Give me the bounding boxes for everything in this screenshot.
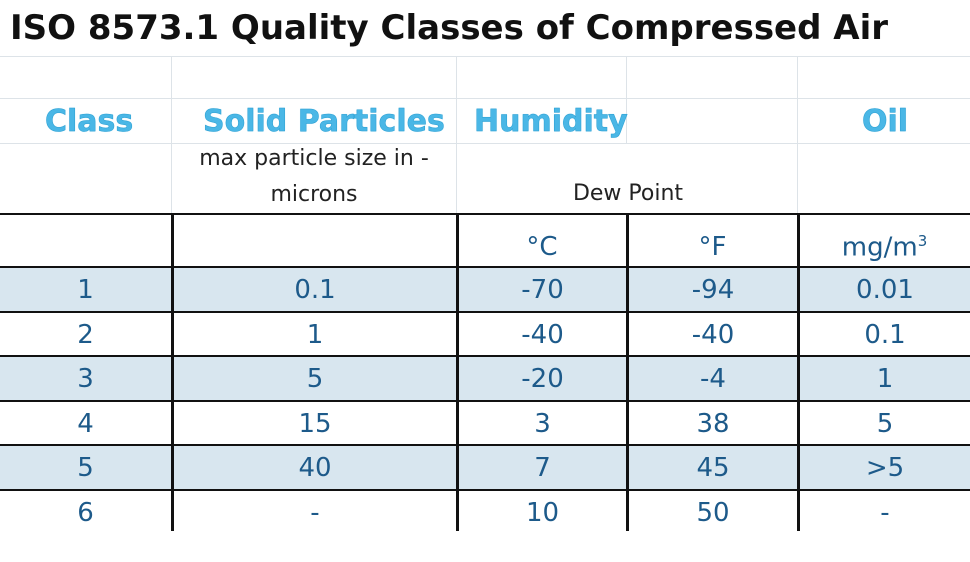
solid-particles-description: max particle size in - microns: [172, 141, 456, 213]
cell-dew-point-f: 50: [696, 497, 730, 528]
table-border: [0, 213, 970, 215]
table-border: [797, 213, 800, 531]
row-separator: [0, 444, 970, 446]
header-humidity: Humidity: [474, 104, 628, 140]
cell-dew-point-f: -94: [691, 275, 735, 305]
table-row: 4 15 3 38 5: [0, 401, 970, 446]
unit-oil-exponent: 3: [917, 232, 928, 250]
cell-dew-point-f: -4: [700, 364, 726, 394]
cell-class: 5: [77, 453, 94, 483]
solid-description-line2: microns: [270, 182, 358, 207]
cell-class: 6: [77, 497, 94, 528]
row-separator: [0, 266, 970, 268]
cell-dew-point-c: -70: [521, 275, 564, 305]
row-separator: [0, 355, 970, 357]
cell-dew-point-c: -40: [521, 319, 564, 350]
table-border: [171, 213, 174, 531]
unit-fahrenheit: °F: [698, 232, 727, 262]
cell-class: 4: [77, 408, 94, 439]
cell-oil: 0.1: [864, 319, 906, 350]
row-separator: [0, 399, 970, 402]
table-border: [456, 213, 459, 531]
cell-dew-point-c: 10: [525, 497, 560, 528]
cell-dew-point-f: 38: [696, 408, 730, 439]
cell-class: 2: [77, 319, 94, 350]
table-row: 1 0.1 -70 -94 0.01: [0, 267, 970, 312]
cell-solid-particles: 1: [306, 319, 324, 350]
cell-dew-point-c: 3: [534, 408, 551, 439]
cell-oil: -: [880, 497, 890, 528]
cell-class: 1: [77, 275, 94, 305]
cell-solid-particles: -: [310, 497, 320, 528]
unit-oil-base: mg/m: [841, 232, 918, 263]
cell-dew-point-c: 7: [534, 453, 551, 483]
table-row: 3 5 -20 -4 1: [0, 356, 970, 401]
cell-dew-point-f: -40: [691, 319, 735, 350]
unit-celsius: °C: [526, 232, 558, 262]
cell-dew-point-c: -20: [521, 364, 564, 394]
grid-line: [0, 98, 970, 99]
table-row: 6 - 10 50 -: [0, 490, 970, 535]
cell-solid-particles: 40: [298, 453, 332, 483]
cell-solid-particles: 5: [306, 364, 324, 394]
cell-class: 3: [77, 364, 94, 394]
dew-point-label: Dew Point: [572, 181, 684, 206]
header-class: Class: [45, 104, 134, 140]
header-solid-particles: Solid Particles: [203, 104, 445, 140]
cell-dew-point-f: 45: [696, 453, 730, 483]
table-border: [626, 213, 629, 531]
cell-oil: 0.01: [856, 275, 914, 305]
cell-oil: 5: [876, 408, 894, 439]
grid-line: [626, 56, 627, 144]
grid-line: [797, 56, 798, 214]
row-separator: [0, 310, 970, 313]
header-oil: Oil: [862, 104, 909, 140]
cell-solid-particles: 15: [298, 408, 332, 439]
cell-solid-particles: 0.1: [294, 275, 336, 305]
table-row: 2 1 -40 -40 0.1: [0, 312, 970, 357]
table-row: 5 40 7 45 >5: [0, 445, 970, 490]
grid-line: [456, 56, 457, 214]
solid-description-line1: max particle size in -: [199, 146, 429, 171]
grid-line: [0, 56, 970, 57]
grid-line: [171, 56, 172, 214]
cell-oil: 1: [876, 364, 894, 394]
row-separator: [0, 488, 970, 491]
unit-oil: mg/m3: [799, 232, 970, 263]
cell-oil: >5: [865, 453, 905, 483]
page-title: ISO 8573.1 Quality Classes of Compressed…: [10, 8, 889, 48]
grid-line: [0, 143, 970, 144]
